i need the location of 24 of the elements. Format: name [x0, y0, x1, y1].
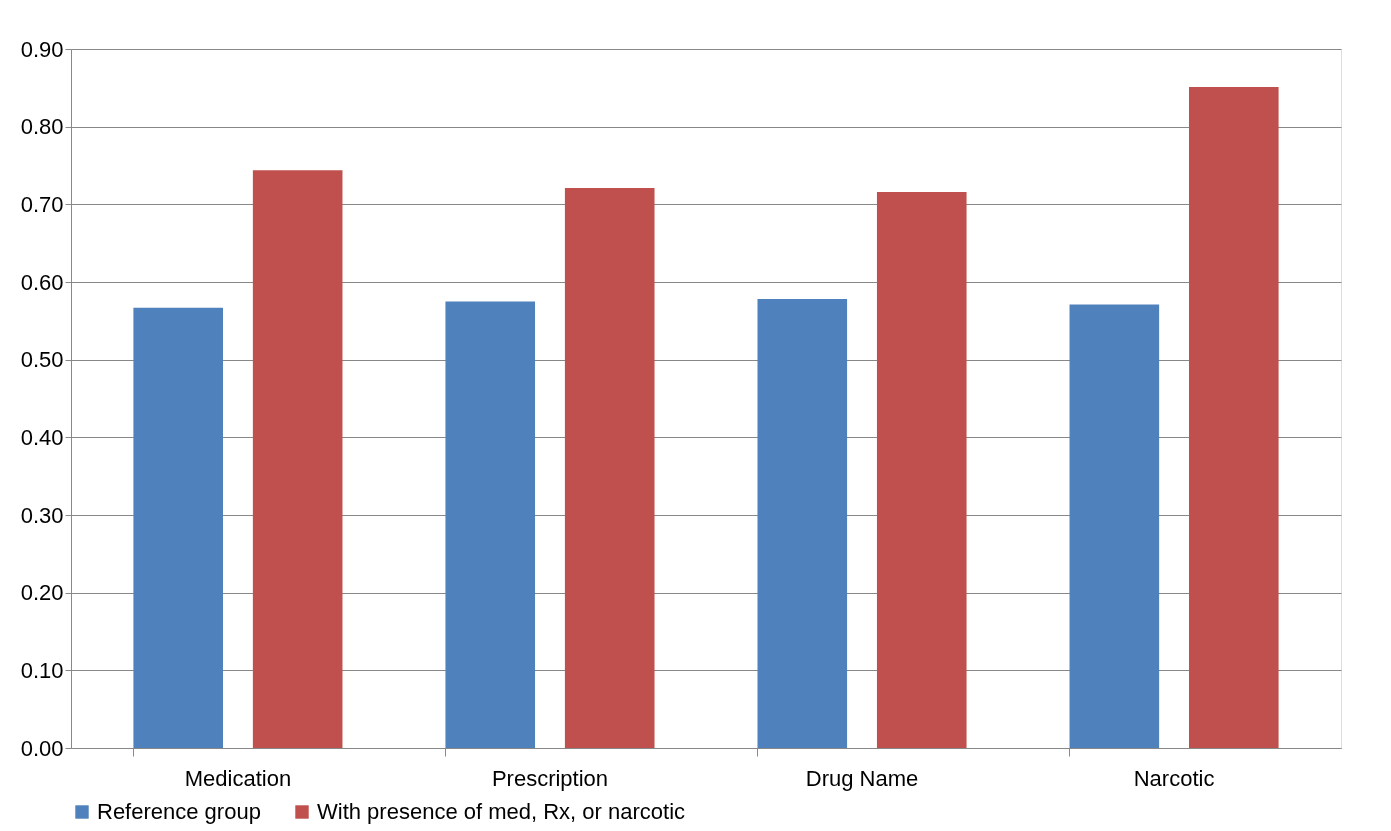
x-tick-label: Narcotic [1133, 765, 1215, 791]
bar [1069, 304, 1160, 748]
y-tick-label: 0.50 [20, 347, 64, 373]
y-tick-label: 0.00 [20, 735, 64, 761]
bar [1188, 87, 1279, 748]
y-tick-label: 0.80 [20, 114, 64, 140]
bar [445, 301, 536, 748]
bar [757, 299, 848, 748]
y-tick-label: 0.60 [20, 269, 64, 295]
y-tick-label: 0.70 [20, 191, 64, 217]
bar [876, 191, 967, 748]
x-tick-label: Prescription [491, 765, 609, 791]
legend-label: Reference group [97, 799, 261, 824]
y-tick-label: 0.90 [20, 36, 64, 62]
y-tick-label: 0.40 [20, 424, 64, 450]
y-tick-label: 0.20 [20, 580, 64, 606]
bar [252, 170, 343, 748]
legend-label: With presence of med, Rx, or narcotic [317, 799, 686, 824]
x-tick-label: Medication [184, 765, 292, 791]
bar [133, 307, 224, 748]
y-tick-label: 0.30 [20, 502, 64, 528]
y-tick-label: 0.10 [20, 657, 64, 683]
x-tick-label: Drug Name [805, 765, 919, 791]
bar [564, 188, 655, 748]
